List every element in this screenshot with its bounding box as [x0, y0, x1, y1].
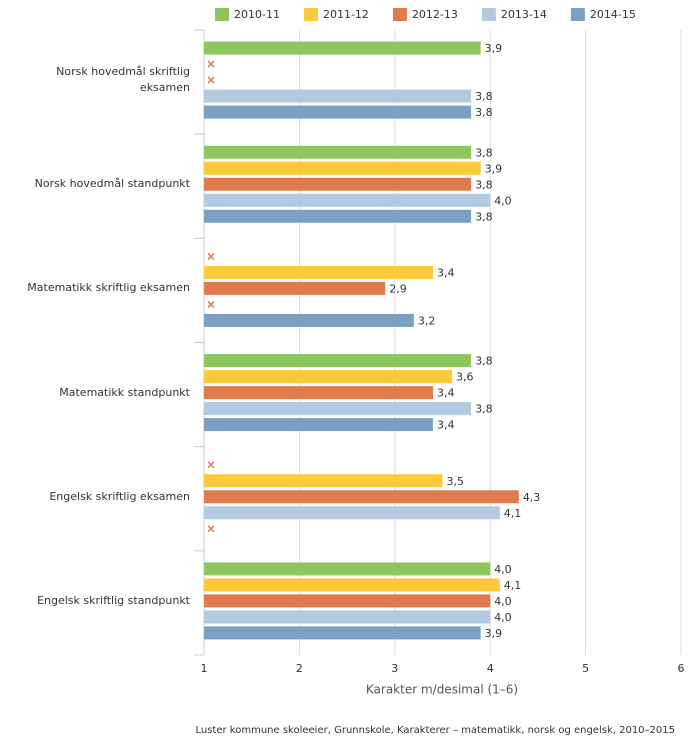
value-label: 3,8: [475, 106, 493, 119]
x-tick-label: 5: [582, 662, 589, 675]
value-label: 3,9: [485, 627, 503, 640]
bar: [204, 41, 481, 55]
value-label: 4,0: [494, 595, 512, 608]
bar: [204, 177, 472, 191]
x-tick-label: 4: [487, 662, 494, 675]
bar: [204, 490, 519, 504]
category-label: Matematikk standpunkt: [59, 385, 190, 399]
legend-swatch: [392, 8, 407, 21]
legend-label: 2010-11: [234, 8, 280, 21]
category-label: Engelsk skriftlig eksamen: [49, 489, 190, 503]
x-axis-label: Karakter m/desimal (1–6): [366, 683, 518, 697]
x-tick-label: 1: [201, 662, 208, 675]
bar: [204, 386, 433, 400]
missing-marker: [207, 461, 215, 469]
value-label: 3,8: [475, 210, 493, 223]
value-label: 3,4: [437, 387, 455, 400]
legend-swatch: [215, 8, 229, 21]
bar: [204, 562, 491, 576]
legend-label: 2011-12: [323, 8, 369, 21]
bar: [204, 145, 472, 159]
value-label: 4,0: [494, 611, 512, 624]
bar: [204, 578, 500, 592]
category-label: Matematikk skriftlig eksamen: [27, 281, 190, 295]
bar: [204, 354, 472, 368]
x-tick-label: 3: [391, 662, 398, 675]
legend-swatch: [570, 8, 585, 21]
bar: [204, 193, 491, 207]
bar: [204, 418, 433, 432]
value-label: 3,4: [437, 419, 455, 432]
missing-marker: [207, 252, 215, 260]
value-label: 3,8: [475, 178, 493, 191]
value-label: 3,6: [456, 371, 474, 384]
bar: [204, 474, 443, 488]
legend-label: 2014-15: [590, 8, 636, 21]
legend-label: 2013-14: [501, 8, 547, 21]
source: Luster kommune skoleeier, Grunnskole, Ka…: [195, 725, 675, 736]
category-label: Engelsk skriftlig standpunkt: [37, 593, 190, 607]
value-label: 4,1: [504, 507, 522, 520]
value-label: 4,0: [494, 194, 512, 207]
value-label: 3,8: [475, 403, 493, 416]
bar: [204, 89, 472, 103]
missing-marker: [207, 525, 215, 533]
value-label: 3,2: [418, 314, 436, 327]
legend-label: 2012-13: [412, 8, 458, 21]
legend-swatch: [303, 8, 318, 21]
bar: [204, 370, 453, 384]
bar: [204, 626, 481, 640]
x-tick-label: 6: [678, 662, 685, 675]
value-label: 3,4: [437, 266, 455, 279]
value-label: 4,0: [494, 563, 512, 576]
bar: [204, 209, 472, 223]
missing-marker: [207, 60, 215, 68]
value-label: 3,5: [447, 475, 465, 488]
bar: [204, 281, 386, 295]
missing-marker: [207, 300, 215, 308]
value-label: 3,8: [475, 90, 493, 103]
value-label: 3,8: [475, 146, 493, 159]
value-label: 2,9: [389, 282, 407, 295]
value-label: 3,9: [485, 162, 503, 175]
bar: [204, 105, 472, 119]
category-label: Norsk hovedmål standpunkt: [34, 177, 190, 191]
bar: [204, 594, 491, 608]
bar: [204, 265, 433, 279]
category-label: Norsk hovedmål skriftlig eksamen: [56, 65, 190, 95]
bar: [204, 610, 491, 624]
legend-swatch: [481, 8, 496, 21]
missing-marker: [207, 76, 215, 84]
bar: [204, 402, 472, 416]
value-label: 4,3: [523, 491, 541, 504]
value-label: 4,1: [504, 579, 522, 592]
value-label: 3,9: [485, 42, 503, 55]
bar: [204, 313, 414, 327]
bar: [204, 161, 481, 175]
x-tick-label: 2: [296, 662, 303, 675]
value-label: 3,8: [475, 355, 493, 368]
bar: [204, 506, 500, 520]
